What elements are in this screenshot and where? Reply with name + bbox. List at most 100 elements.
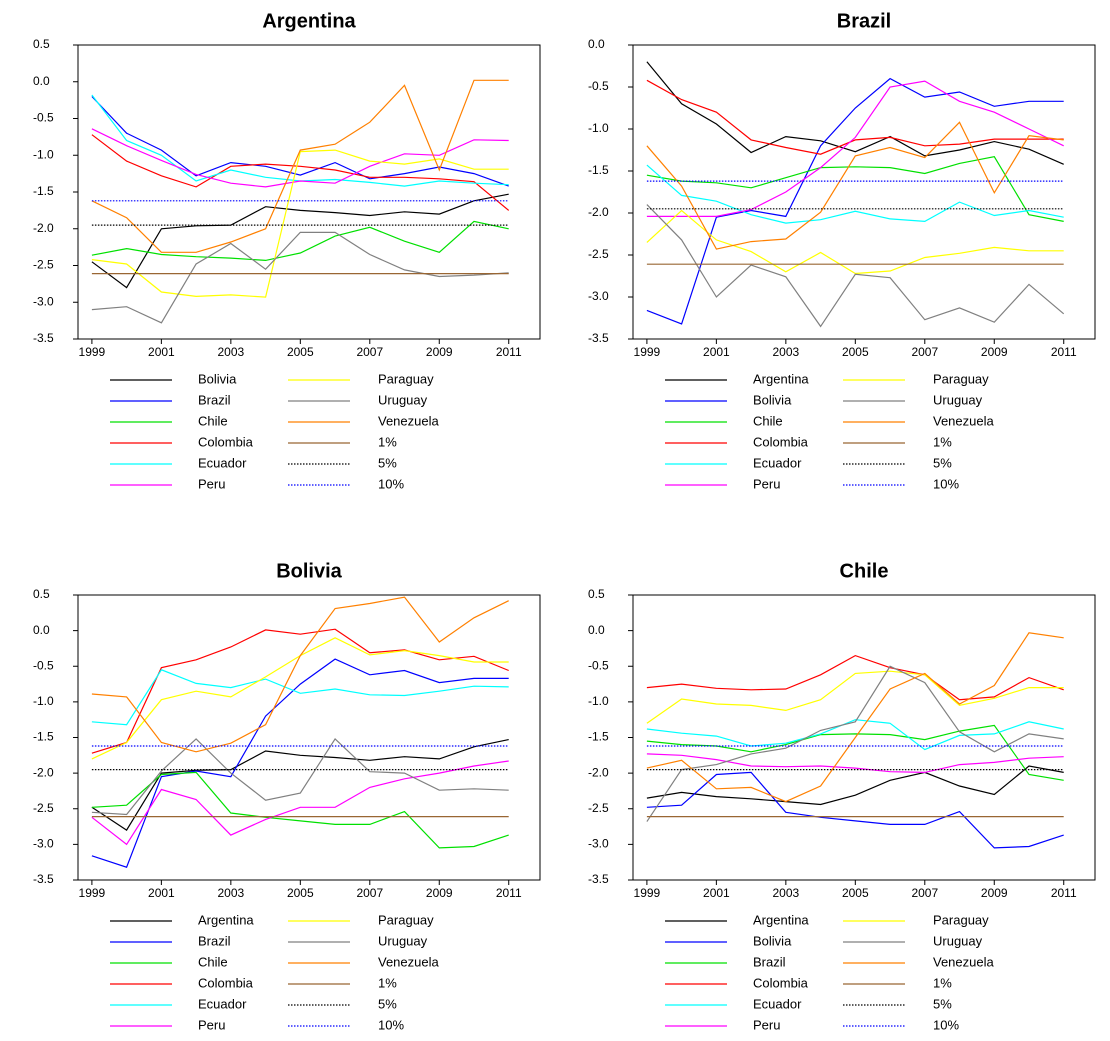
series-line <box>646 654 1064 701</box>
y-tick-label: 0.5 <box>588 587 605 601</box>
x-tick-label: 2011 <box>496 886 522 900</box>
y-tick-label: -3.5 <box>33 872 54 886</box>
series-line <box>646 670 1064 724</box>
legend-label: 10% <box>933 1017 959 1032</box>
series-line <box>91 128 509 188</box>
series-line <box>91 193 509 289</box>
series-line <box>646 156 1064 222</box>
legend-label: Bolivia <box>198 371 237 386</box>
x-tick-label: 2003 <box>217 345 244 359</box>
legend-label: 5% <box>933 455 952 470</box>
y-tick-label: 0.0 <box>588 623 605 637</box>
legend-label: Paraguay <box>378 371 434 386</box>
series-line <box>91 658 509 868</box>
y-tick-label: -1.0 <box>588 121 609 135</box>
y-tick-label: -2.5 <box>33 801 54 815</box>
series-line <box>91 96 509 187</box>
series-line <box>646 665 1064 822</box>
y-tick-label: 0.0 <box>33 74 50 88</box>
legend-label: Brazil <box>753 954 786 969</box>
legend-label: Venezuela <box>378 954 439 969</box>
y-tick-label: -1.0 <box>33 694 54 708</box>
legend-label: Colombia <box>753 434 809 449</box>
x-tick-label: 2001 <box>703 886 730 900</box>
y-tick-label: -1.5 <box>588 163 609 177</box>
x-tick-label: 2003 <box>772 345 799 359</box>
plot-frame <box>632 44 1096 340</box>
series-line <box>646 719 1064 751</box>
x-tick-label: 1999 <box>79 345 106 359</box>
chart-title: Chile <box>840 560 889 582</box>
legend-label: Peru <box>753 476 780 491</box>
series-line <box>646 209 1064 275</box>
x-tick-label: 2011 <box>1051 886 1077 900</box>
y-tick-label: -2.0 <box>33 765 54 779</box>
legend-label: Venezuela <box>933 954 994 969</box>
series-line <box>91 760 509 846</box>
legend-label: Uruguay <box>933 392 983 407</box>
y-tick-label: -3.0 <box>33 294 54 308</box>
y-tick-label: -3.0 <box>588 837 609 851</box>
x-tick-label: 2009 <box>426 345 453 359</box>
series-line <box>646 632 1064 803</box>
y-tick-label: 0.5 <box>33 587 50 601</box>
legend-label: Paraguay <box>933 912 989 927</box>
series-line <box>646 121 1064 250</box>
y-tick-label: -2.5 <box>588 247 609 261</box>
y-tick-label: -1.5 <box>588 730 609 744</box>
x-tick-label: 2003 <box>772 886 799 900</box>
legend-label: 1% <box>933 434 952 449</box>
legend-label: Venezuela <box>933 413 994 428</box>
legend-label: Chile <box>198 954 228 969</box>
legend-label: Bolivia <box>753 392 792 407</box>
legend-label: 5% <box>378 996 397 1011</box>
y-tick-label: -3.0 <box>33 837 54 851</box>
legend-label: Colombia <box>198 434 254 449</box>
series-line <box>91 669 509 726</box>
y-tick-label: 0.0 <box>33 623 50 637</box>
x-tick-label: 2001 <box>148 886 175 900</box>
legend-label: Colombia <box>198 975 254 990</box>
legend-label: Chile <box>198 413 228 428</box>
legend-label: Colombia <box>753 975 809 990</box>
series-line <box>91 149 509 298</box>
y-tick-label: -2.5 <box>588 801 609 815</box>
series-line <box>91 737 509 816</box>
legend-label: 10% <box>933 476 959 491</box>
series-line <box>91 231 509 324</box>
y-tick-label: -0.5 <box>33 111 54 125</box>
x-tick-label: 1999 <box>634 886 661 900</box>
x-tick-label: 2011 <box>496 345 522 359</box>
series-line <box>91 739 509 831</box>
x-tick-label: 2007 <box>911 886 938 900</box>
legend-label: Uruguay <box>933 933 983 948</box>
x-tick-label: 2005 <box>842 886 869 900</box>
y-tick-label: -2.5 <box>33 258 54 272</box>
x-tick-label: 2009 <box>426 886 453 900</box>
legend-label: 5% <box>933 996 952 1011</box>
y-tick-label: -3.5 <box>588 872 609 886</box>
legend-label: Peru <box>198 1017 225 1032</box>
x-tick-label: 2009 <box>981 886 1008 900</box>
x-tick-label: 1999 <box>79 886 106 900</box>
legend-label: 1% <box>933 975 952 990</box>
legend-label: 5% <box>378 455 397 470</box>
x-tick-label: 2001 <box>148 345 175 359</box>
legend-label: 1% <box>378 434 397 449</box>
x-tick-label: 2007 <box>356 345 383 359</box>
y-tick-label: -0.5 <box>588 658 609 672</box>
x-tick-label: 2005 <box>287 345 314 359</box>
legend-label: 1% <box>378 975 397 990</box>
series-line <box>646 61 1064 165</box>
y-tick-label: -1.0 <box>588 694 609 708</box>
series-line <box>91 628 509 754</box>
y-tick-label: -1.5 <box>33 184 54 198</box>
x-tick-label: 2011 <box>1051 345 1077 359</box>
chart-title: Bolivia <box>276 560 342 582</box>
legend-label: Uruguay <box>378 392 428 407</box>
x-tick-label: 2003 <box>217 886 244 900</box>
y-tick-label: -3.5 <box>33 331 54 345</box>
legend-label: Ecuador <box>753 455 802 470</box>
legend-label: Paraguay <box>378 912 434 927</box>
plot-frame <box>77 594 541 881</box>
